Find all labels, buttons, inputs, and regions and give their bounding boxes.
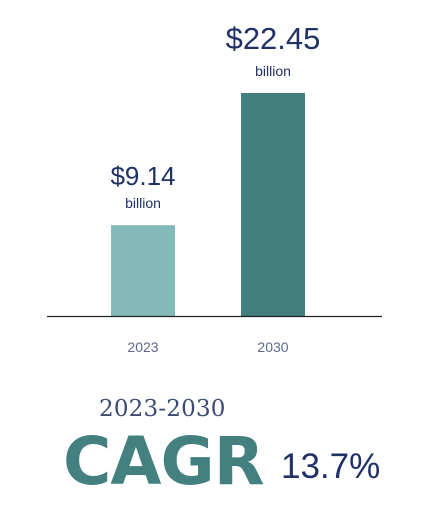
x-tick-label-2023: 2023 bbox=[127, 339, 158, 355]
unit-label-2030: billion bbox=[255, 63, 291, 79]
cagr-value: 13.7% bbox=[281, 447, 381, 486]
bar-chart: $9.14 billion 2023 $22.45 billion 2030 bbox=[47, 21, 382, 355]
cagr-period: 2023-2030 bbox=[99, 396, 226, 422]
cagr-label: CAGR bbox=[63, 423, 265, 500]
data-label-2030: $22.45 bbox=[226, 21, 321, 56]
data-label-2023: $9.14 bbox=[110, 161, 175, 191]
unit-label-2023: billion bbox=[125, 195, 161, 211]
bar-2030 bbox=[241, 93, 305, 316]
x-tick-label-2030: 2030 bbox=[257, 339, 288, 355]
bar-2023 bbox=[111, 225, 175, 316]
